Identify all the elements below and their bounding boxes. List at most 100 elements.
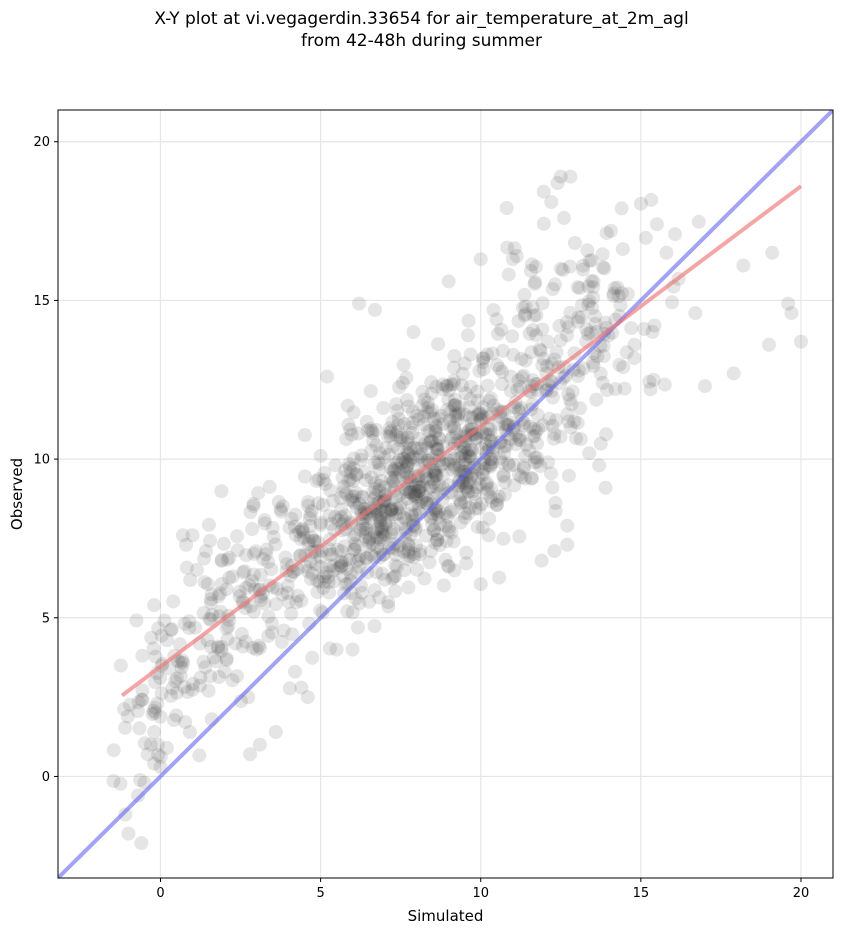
data-point [268, 537, 283, 552]
data-point [347, 542, 362, 557]
data-point [373, 532, 388, 547]
data-point [287, 519, 302, 534]
data-point [140, 747, 155, 762]
data-point [454, 496, 468, 511]
data-point [282, 520, 297, 535]
data-point [510, 382, 525, 397]
data-point [588, 309, 603, 324]
data-point [438, 518, 453, 533]
data-point [399, 512, 414, 527]
data-point [368, 302, 382, 317]
data-point [345, 642, 360, 657]
data-point [463, 392, 478, 407]
data-point [432, 510, 446, 525]
data-point [369, 501, 383, 516]
data-point [428, 465, 443, 480]
data-point [486, 303, 501, 317]
data-point [347, 542, 362, 557]
data-point [530, 454, 544, 469]
data-point [478, 437, 493, 452]
data-point [367, 619, 382, 633]
data-point [565, 384, 580, 399]
data-point [477, 461, 492, 476]
data-point [281, 594, 296, 609]
data-point [384, 525, 399, 540]
data-point [418, 436, 432, 451]
data-point [377, 480, 392, 495]
data-point [490, 492, 505, 507]
data-point [440, 558, 455, 573]
data-point [296, 524, 311, 539]
data-point [462, 400, 477, 415]
data-point [352, 559, 367, 574]
data-point [472, 406, 486, 421]
data-point [371, 521, 386, 536]
data-point [610, 280, 625, 295]
data-point [179, 560, 194, 575]
data-point [503, 369, 518, 384]
data-point [606, 288, 621, 303]
data-point [349, 468, 364, 483]
data-point [474, 441, 489, 456]
data-point [490, 358, 504, 372]
data-point [518, 307, 533, 321]
x-tick-label: 20 [793, 886, 810, 901]
data-point [455, 366, 470, 381]
data-point [217, 664, 232, 679]
data-point [524, 471, 539, 486]
data-point [544, 195, 559, 209]
data-point [289, 595, 304, 610]
data-point [428, 424, 443, 439]
data-point [405, 497, 420, 512]
data-point [516, 368, 531, 383]
data-point [429, 468, 444, 483]
data-point [367, 583, 382, 598]
data-point [143, 737, 158, 752]
data-point [499, 201, 514, 215]
data-point [307, 534, 322, 549]
data-point [479, 485, 494, 500]
data-point [581, 297, 596, 312]
data-point [356, 490, 371, 505]
data-point [582, 294, 597, 309]
x-tick-label: 15 [633, 886, 650, 901]
data-point [540, 334, 555, 349]
data-point [484, 455, 499, 470]
data-point [397, 531, 412, 546]
data-point [257, 513, 272, 528]
data-point [444, 485, 459, 499]
data-point [261, 609, 276, 624]
data-point [117, 702, 131, 717]
data-point [295, 521, 310, 536]
data-point [646, 372, 661, 387]
data-point [492, 361, 507, 376]
data-point [536, 216, 551, 231]
data-point [201, 517, 216, 532]
data-point [560, 518, 575, 533]
data-point [448, 392, 462, 407]
data-point [310, 585, 325, 600]
data-point [441, 274, 456, 289]
data-point [225, 569, 240, 584]
data-point [547, 426, 562, 441]
data-point [214, 553, 229, 568]
data-point [528, 259, 543, 274]
data-point [447, 419, 461, 434]
data-point [395, 375, 410, 390]
data-point [388, 558, 403, 573]
data-point [583, 325, 598, 340]
data-point [349, 467, 364, 482]
data-point [375, 566, 390, 581]
data-point [481, 428, 495, 442]
data-point [491, 326, 505, 341]
data-point [509, 249, 524, 263]
data-point [431, 337, 446, 352]
data-point [306, 533, 321, 548]
data-point [624, 321, 639, 336]
data-point [113, 658, 128, 673]
data-point [470, 407, 485, 422]
data-point [419, 463, 434, 478]
data-point [343, 422, 358, 437]
data-point [159, 740, 174, 755]
data-point [659, 245, 674, 260]
